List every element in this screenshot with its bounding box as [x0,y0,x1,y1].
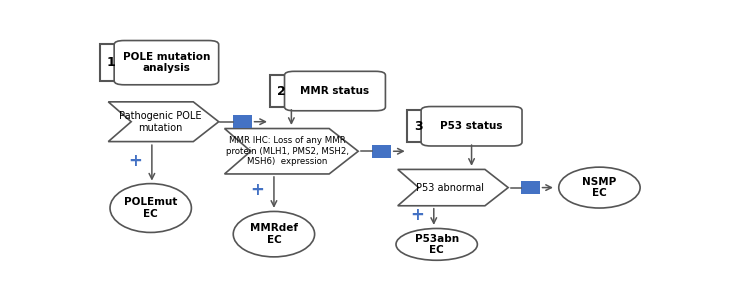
Ellipse shape [233,212,315,257]
Ellipse shape [396,228,477,260]
Bar [233,115,251,128]
FancyBboxPatch shape [284,71,386,111]
Ellipse shape [110,183,191,232]
Text: P53 abnormal: P53 abnormal [416,183,484,193]
Bar [270,75,292,107]
Polygon shape [224,129,358,174]
FancyBboxPatch shape [421,106,522,146]
Polygon shape [398,169,508,206]
Text: 1: 1 [106,56,116,69]
Bar [521,181,539,194]
Polygon shape [108,102,219,142]
FancyBboxPatch shape [114,40,219,85]
Bar [407,110,429,142]
Text: MMR status: MMR status [301,86,370,96]
Text: POLEmut
EC: POLEmut EC [124,197,178,219]
Text: MMRdef
EC: MMRdef EC [250,223,298,245]
Text: MMR IHC: Loss of any MMR
protein (MLH1, PMS2, MSH2,
MSH6)  expression: MMR IHC: Loss of any MMR protein (MLH1, … [226,136,349,166]
Text: Pathogenic POLE
mutation: Pathogenic POLE mutation [118,111,201,132]
Text: NSMP
EC: NSMP EC [582,177,616,199]
Text: POLE mutation
analysis: POLE mutation analysis [123,52,210,73]
Text: P53abn
EC: P53abn EC [415,234,459,255]
Text: +: + [129,152,142,170]
Text: +: + [251,181,265,199]
Ellipse shape [559,167,640,208]
Text: 2: 2 [277,85,285,98]
Text: 3: 3 [414,120,422,133]
Bar [372,145,391,158]
Bar [100,45,122,81]
Text: P53 status: P53 status [440,121,503,131]
Text: +: + [410,206,424,224]
